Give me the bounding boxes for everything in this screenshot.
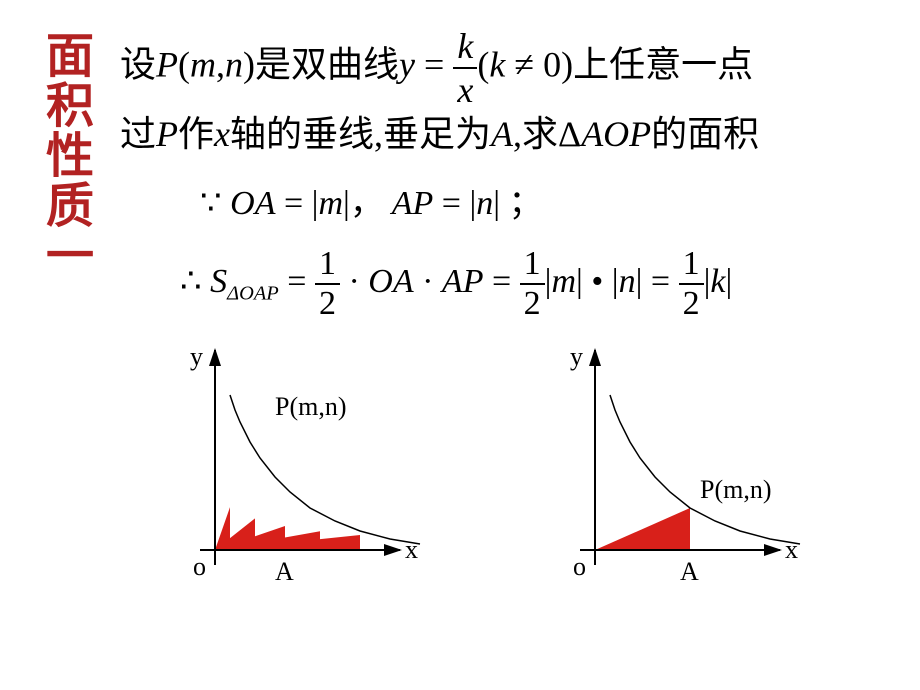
l2b: 作 bbox=[178, 114, 214, 154]
problem-line-2: 过P作x轴的垂线,垂足为A,求ΔAOP的面积 bbox=[120, 105, 759, 157]
t-m: m bbox=[190, 44, 216, 84]
fn: k bbox=[453, 25, 477, 69]
frac-kx: kx bbox=[453, 25, 477, 111]
b2: | ； bbox=[493, 185, 542, 222]
d1: · bbox=[340, 263, 368, 300]
n3: n bbox=[476, 185, 493, 222]
OA4: OA bbox=[368, 263, 413, 300]
z: 0 bbox=[543, 44, 561, 84]
po: ( bbox=[178, 44, 190, 84]
graph-right: y x o A P(m,n) bbox=[540, 340, 820, 590]
tf: ∴ bbox=[180, 263, 210, 300]
co: ( bbox=[477, 44, 489, 84]
svg-text:P(m,n): P(m,n) bbox=[275, 392, 347, 421]
e43: = bbox=[642, 263, 678, 300]
n4: n bbox=[619, 263, 636, 300]
cc: ) bbox=[561, 44, 573, 84]
e42: = bbox=[483, 263, 519, 300]
sidebar-title: 面积性质一 bbox=[30, 30, 90, 280]
f1n: 1 bbox=[315, 245, 340, 285]
f3: 12 bbox=[679, 245, 704, 323]
t-n: n bbox=[225, 44, 243, 84]
AP4: AP bbox=[442, 263, 484, 300]
f1: 12 bbox=[315, 245, 340, 323]
mc: | bbox=[576, 263, 583, 300]
svg-text:o: o bbox=[573, 552, 586, 581]
sub: ΔOAP bbox=[227, 283, 279, 305]
t-k: k bbox=[489, 44, 505, 84]
bc: ∵ bbox=[200, 185, 222, 222]
svg-text:x: x bbox=[405, 535, 418, 564]
m3: m bbox=[318, 185, 343, 222]
eq: = bbox=[415, 44, 453, 84]
f3d: 2 bbox=[679, 285, 704, 323]
t-P: P bbox=[156, 44, 178, 84]
t1: 设 bbox=[120, 44, 156, 84]
l2c: 轴的垂线,垂足为 bbox=[230, 114, 491, 154]
OA: OA bbox=[230, 185, 275, 222]
cm: , bbox=[216, 44, 225, 84]
problem-line-1: 设P(m,n)是双曲线y = kx(k ≠ 0)上任意一点 bbox=[120, 25, 753, 111]
f2n: 1 bbox=[520, 245, 545, 285]
l2d: ,求Δ bbox=[513, 114, 581, 154]
bl: • bbox=[583, 263, 612, 300]
svg-text:P(m,n): P(m,n) bbox=[700, 475, 772, 504]
svg-text:A: A bbox=[275, 557, 294, 586]
graphs-container: y x o A P(m,n) y x o A P(m,n) bbox=[160, 340, 820, 590]
svg-text:x: x bbox=[785, 535, 798, 564]
t3: 上任意一点 bbox=[573, 44, 753, 84]
f1d: 2 bbox=[315, 285, 340, 323]
t-y: y bbox=[399, 44, 415, 84]
b1: |， bbox=[343, 185, 384, 222]
e2: = | bbox=[433, 185, 476, 222]
t2: 是双曲线 bbox=[255, 44, 399, 84]
S: S bbox=[210, 263, 227, 300]
e1: = | bbox=[275, 185, 318, 222]
f2d: 2 bbox=[520, 285, 545, 323]
l2AOP: AOP bbox=[581, 114, 651, 154]
svg-text:y: y bbox=[190, 342, 203, 371]
l2A: A bbox=[491, 114, 513, 154]
f3n: 1 bbox=[679, 245, 704, 285]
svg-text:A: A bbox=[680, 557, 699, 586]
svg-text:o: o bbox=[193, 552, 206, 581]
AP: AP bbox=[392, 185, 434, 222]
m4: m bbox=[551, 263, 576, 300]
neq: ≠ bbox=[505, 44, 543, 84]
pc: ) bbox=[243, 44, 255, 84]
l2P: P bbox=[156, 114, 178, 154]
l2x: x bbox=[214, 114, 230, 154]
kc: | bbox=[725, 263, 732, 300]
l2e: 的面积 bbox=[651, 114, 759, 154]
k4: k bbox=[710, 263, 725, 300]
svg-text:y: y bbox=[570, 342, 583, 371]
solution-line-2: ∴ SΔOAP = 12 · OA · AP = 12|m| • |n| = 1… bbox=[180, 245, 732, 323]
l2a: 过 bbox=[120, 114, 156, 154]
solution-line-1: ∵ OA = |m|， AP = |n| ； bbox=[200, 175, 543, 224]
graph-left: y x o A P(m,n) bbox=[160, 340, 440, 590]
d2: · bbox=[414, 263, 442, 300]
no: | bbox=[612, 263, 619, 300]
f2: 12 bbox=[520, 245, 545, 323]
e41: = bbox=[279, 263, 315, 300]
